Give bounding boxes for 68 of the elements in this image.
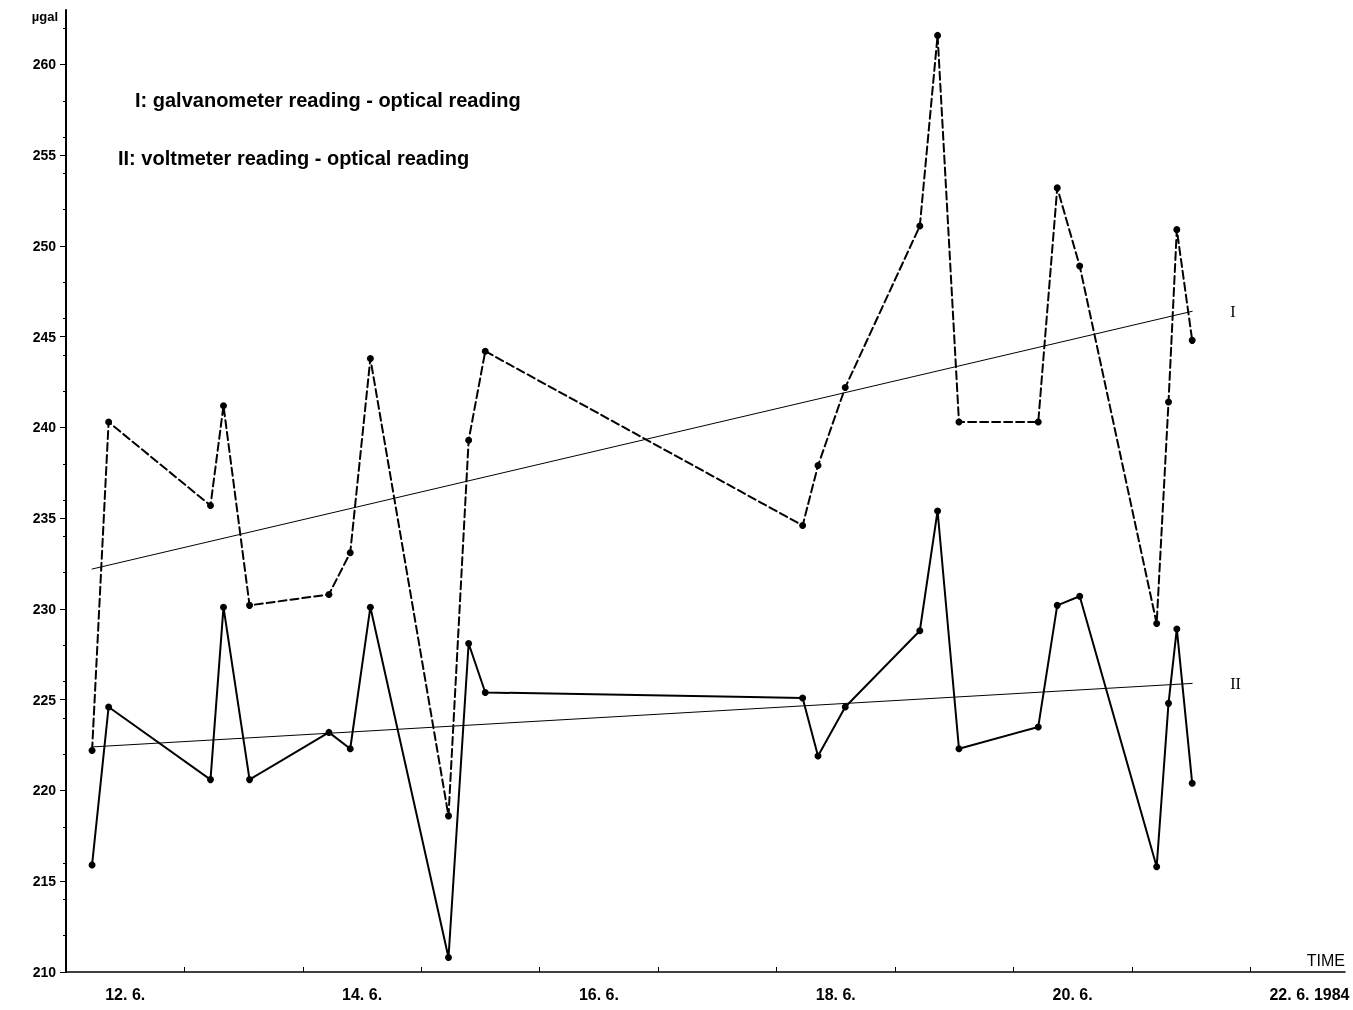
- x-tick-label: 20. 6.: [1052, 985, 1093, 1003]
- point: [346, 745, 354, 753]
- point: [1165, 699, 1173, 707]
- point: [1173, 226, 1181, 234]
- x-axis-title: TIME: [1306, 951, 1345, 969]
- annotation: II: voltmeter reading - optical reading: [118, 147, 470, 169]
- point: [220, 603, 227, 611]
- point: [841, 384, 849, 392]
- point: [1076, 262, 1084, 270]
- text: II: [1230, 674, 1241, 692]
- point: [1076, 592, 1084, 600]
- y-tick-label: 220: [32, 782, 57, 799]
- point: [916, 222, 924, 230]
- y-tick-label: 240: [32, 419, 57, 436]
- point: [1165, 398, 1173, 406]
- x-tick-label: 16. 6.: [578, 985, 619, 1003]
- x-tick-label: 22. 6. 1984: [1269, 985, 1350, 1003]
- y-tick-label: 210: [32, 964, 57, 980]
- point: [366, 603, 374, 611]
- point: [934, 507, 942, 515]
- point: [1188, 779, 1196, 787]
- point: [481, 347, 489, 355]
- y-tick-label: 255: [32, 147, 57, 164]
- point: [465, 639, 473, 647]
- y-tick-label: 235: [32, 510, 57, 527]
- y-tick-label: 245: [32, 328, 57, 345]
- point: [246, 776, 254, 784]
- point: [1173, 625, 1181, 633]
- y-tick-label: 215: [32, 873, 57, 890]
- point: [207, 502, 214, 510]
- point: [366, 355, 374, 362]
- point: [445, 953, 452, 961]
- point: [799, 694, 807, 702]
- point: [246, 601, 254, 609]
- point: [105, 703, 113, 711]
- point: [346, 549, 354, 557]
- text: I: [1230, 302, 1236, 320]
- point: [325, 728, 333, 736]
- point: [465, 436, 473, 444]
- point: [841, 703, 849, 711]
- point: [814, 462, 822, 470]
- y-tick-label: 225: [32, 691, 57, 708]
- point: [1034, 723, 1042, 731]
- point: [1053, 601, 1061, 609]
- point: [916, 627, 924, 635]
- y-tick-label: 260: [32, 56, 57, 73]
- point: [481, 688, 489, 696]
- point: [445, 812, 452, 820]
- annotation: I: galvanometer reading - optical reading: [135, 89, 521, 111]
- y-tick-label: 230: [32, 600, 57, 617]
- point: [207, 776, 214, 784]
- point: [1188, 336, 1196, 344]
- x-tick-label: 14. 6.: [342, 985, 383, 1003]
- point: [105, 418, 113, 426]
- x-tick-label: 12. 6.: [105, 985, 146, 1003]
- point: [1153, 620, 1161, 627]
- point: [934, 31, 942, 39]
- point: [220, 402, 227, 410]
- point: [1034, 418, 1042, 426]
- point: [799, 521, 807, 529]
- y-tick-label: 250: [32, 237, 57, 254]
- y-axis-title: µgal: [31, 9, 58, 24]
- point: [1153, 863, 1161, 871]
- point: [955, 745, 963, 753]
- x-tick-label: 18. 6.: [815, 985, 856, 1003]
- point: [88, 747, 96, 755]
- point: [1053, 184, 1061, 192]
- point: [325, 590, 333, 598]
